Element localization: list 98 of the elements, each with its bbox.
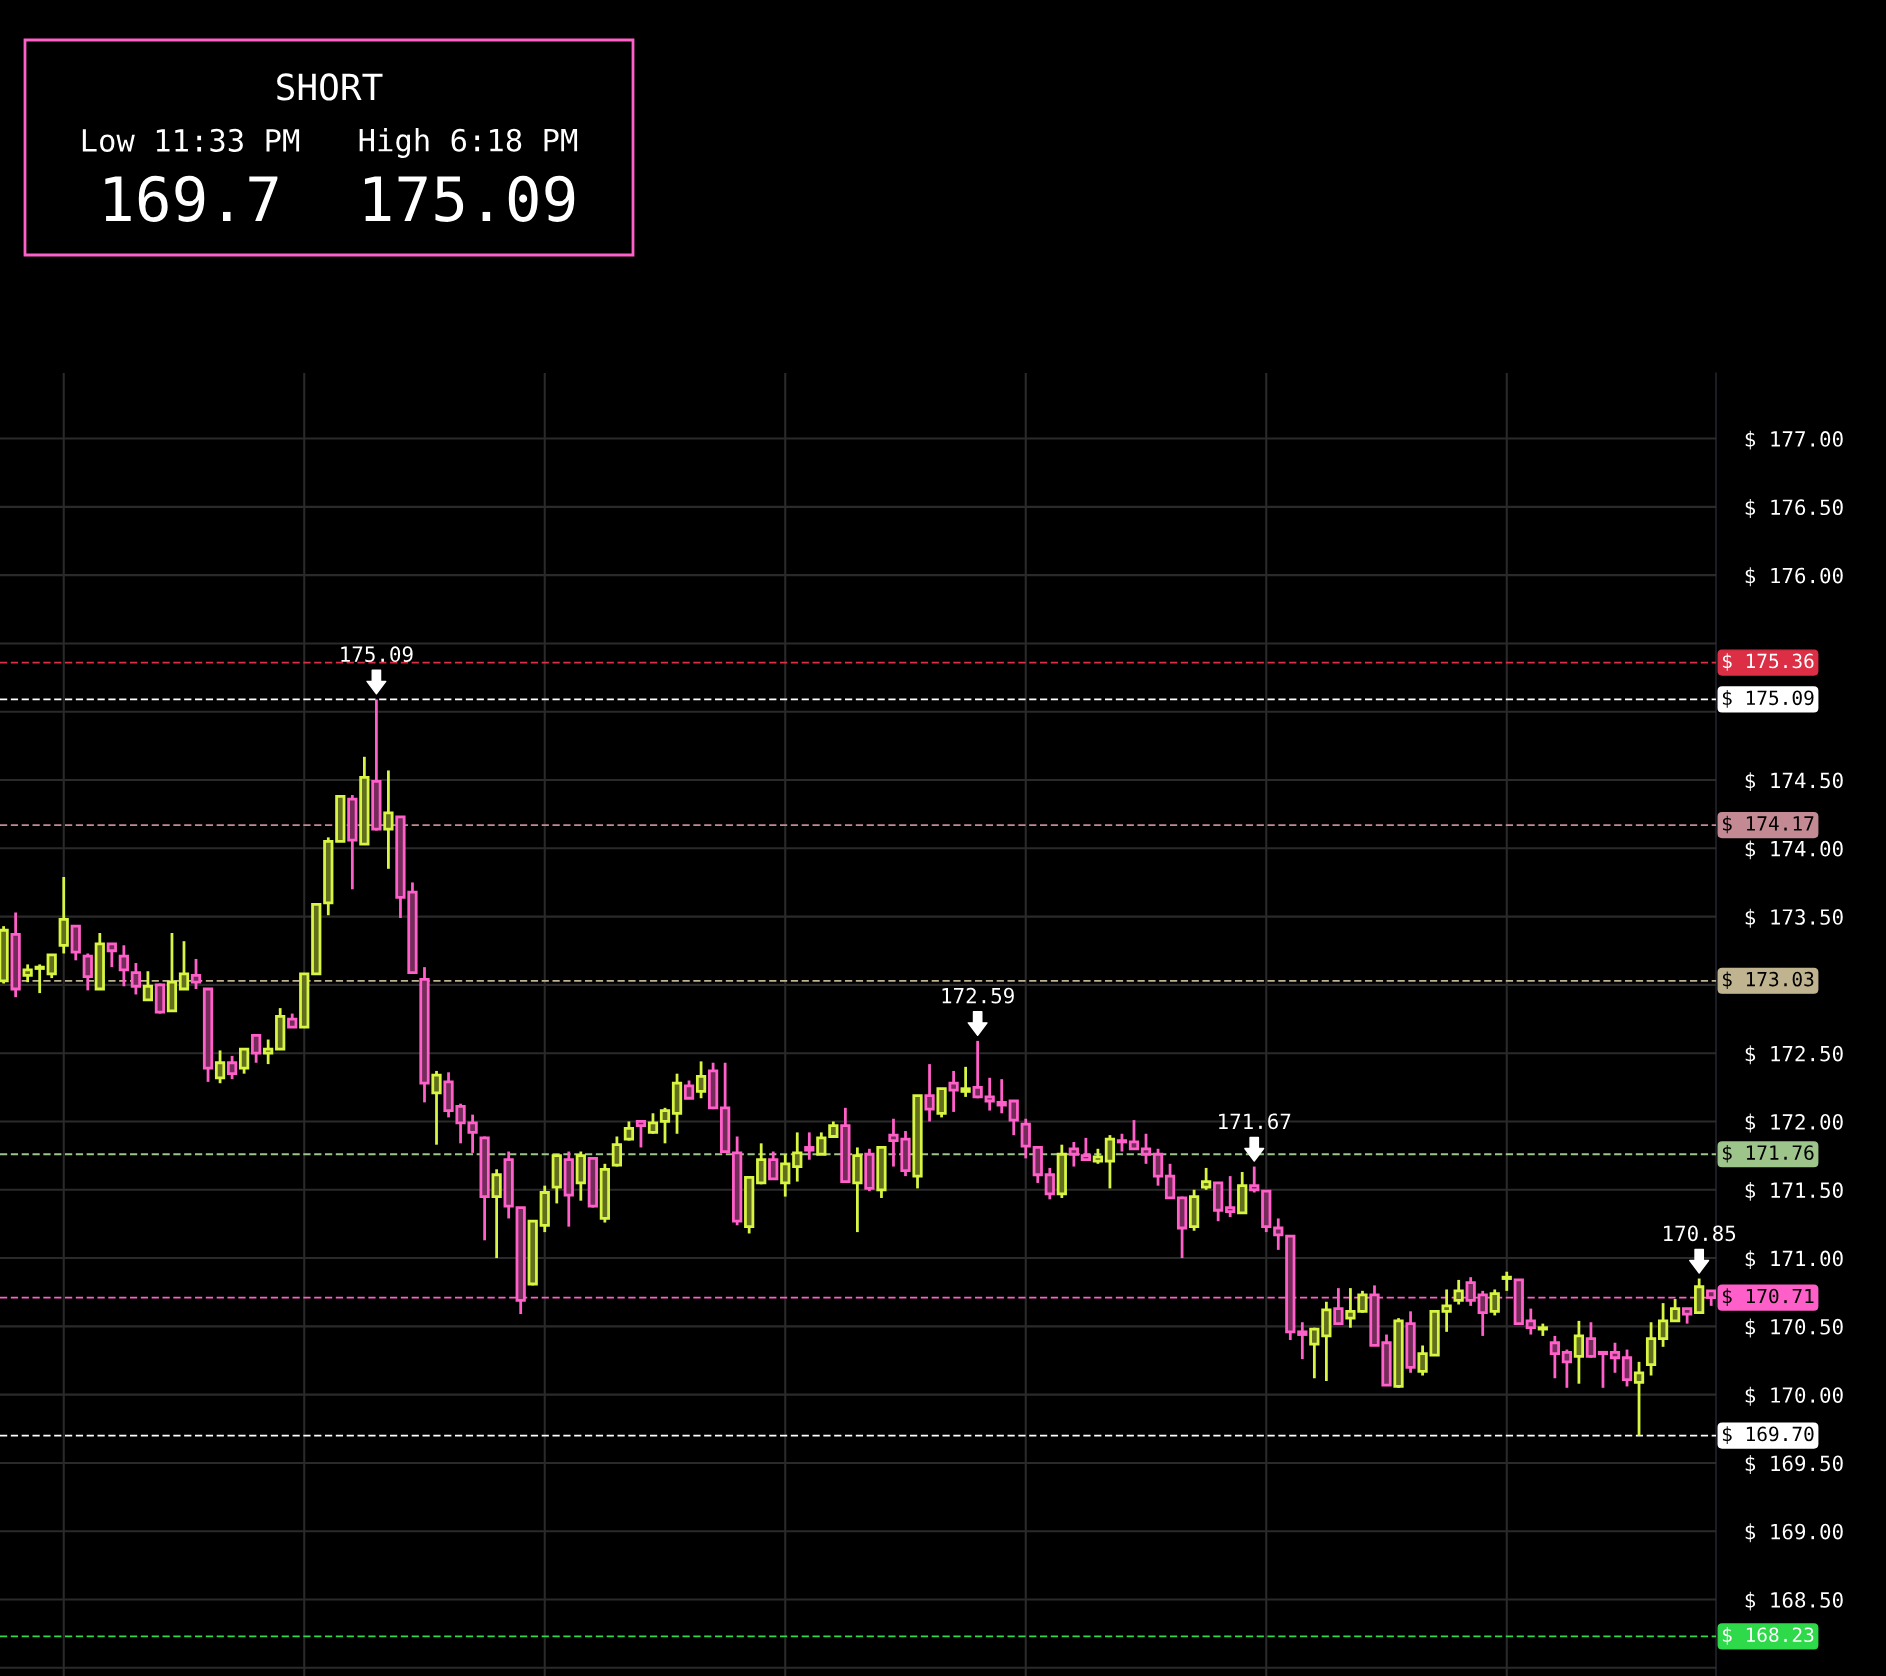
- candlestick: [792, 1131, 803, 1183]
- ref-line-label: $ 173.03: [1722, 971, 1814, 990]
- candlestick: [611, 1135, 623, 1168]
- candlestick: [383, 769, 394, 871]
- candlestick: [768, 1150, 779, 1181]
- candlestick: [34, 963, 45, 995]
- candlestick: [647, 1111, 659, 1136]
- candlestick: [1068, 1140, 1079, 1168]
- candlestick: [1597, 1350, 1609, 1390]
- ref-line-label: $ 168.23: [1722, 1627, 1814, 1645]
- candlestick: [431, 1069, 442, 1147]
- candlestick: [118, 943, 129, 988]
- annotation: 171.67: [1219, 1113, 1291, 1130]
- y-tick-label: $ 176.00: [1745, 567, 1843, 587]
- candlestick: [1273, 1217, 1284, 1252]
- candlestick: [1561, 1348, 1572, 1390]
- candlestick: [1670, 1297, 1681, 1323]
- candlestick: [924, 1062, 935, 1123]
- candlestick: [996, 1077, 1007, 1115]
- y-tick-label: $ 174.00: [1745, 840, 1843, 860]
- candlestick: [804, 1131, 815, 1162]
- y-tick-label: $ 172.00: [1745, 1113, 1843, 1133]
- candlestick: [1201, 1166, 1212, 1192]
- candlestick: [82, 952, 93, 992]
- candlestick: [1008, 1099, 1019, 1137]
- candlestick: [251, 1032, 262, 1065]
- text: High 6:18 PM: [359, 128, 578, 158]
- ref-line-label: $ 169.70: [1722, 1426, 1814, 1444]
- ref-line-label: $ 170.71: [1722, 1288, 1814, 1306]
- y-tick-label: $ 171.00: [1745, 1250, 1843, 1270]
- candlestick: [1080, 1136, 1091, 1162]
- candlestick: [1309, 1326, 1320, 1380]
- candlestick: [1621, 1348, 1633, 1388]
- candlestick: [659, 1106, 671, 1145]
- candlestick: [984, 1076, 995, 1112]
- candlestick: [142, 969, 154, 1002]
- text: 175.09: [364, 175, 575, 222]
- annotation: 175.09: [341, 646, 413, 663]
- candlestick: [1501, 1270, 1512, 1293]
- y-tick-label: $ 171.50: [1745, 1181, 1843, 1201]
- candlestick: [1128, 1118, 1140, 1151]
- ref-line-label: $ 174.17: [1722, 815, 1814, 834]
- y-tick-label: $ 174.50: [1745, 772, 1843, 792]
- candlestick: [635, 1120, 647, 1149]
- ref-line-label: $ 175.09: [1722, 690, 1814, 708]
- candlestick: [1020, 1117, 1031, 1160]
- candlestick: [948, 1069, 959, 1114]
- candlestick: [1549, 1334, 1560, 1380]
- candlestick: [972, 1039, 983, 1100]
- candlestick: [1140, 1132, 1152, 1166]
- candlestick: [226, 1054, 238, 1081]
- candlestick: [106, 942, 117, 969]
- candlestick: [491, 1167, 502, 1260]
- candlestick: [1489, 1288, 1500, 1317]
- y-tick-label: $ 172.50: [1745, 1045, 1843, 1065]
- candlestick: [238, 1047, 250, 1076]
- candlestick: [1525, 1307, 1536, 1336]
- y-tick-label: $ 169.00: [1745, 1523, 1843, 1543]
- y-tick-label: $ 170.00: [1745, 1386, 1843, 1406]
- candlestick: [263, 1038, 274, 1066]
- candlestick: [1044, 1166, 1055, 1201]
- candlestick: [130, 961, 141, 996]
- candlestick: [960, 1065, 971, 1099]
- candlestick: [1297, 1320, 1308, 1361]
- candlestick: [46, 953, 57, 980]
- candlestick: [1152, 1147, 1164, 1188]
- candlestick: [1164, 1162, 1176, 1200]
- y-tick-label: $ 177.00: [1745, 430, 1843, 450]
- candlestick: [623, 1120, 635, 1142]
- candlestick: [1633, 1360, 1645, 1437]
- candlestick: [1249, 1165, 1260, 1194]
- y-tick-label: $ 170.50: [1745, 1318, 1843, 1338]
- y-tick-label: $ 168.50: [1745, 1591, 1843, 1611]
- candlestick: [214, 1049, 226, 1085]
- candlestick: [1441, 1288, 1452, 1334]
- annotation: 172.59: [942, 987, 1014, 1004]
- candlestick: [178, 939, 190, 991]
- annotation: 170.85: [1664, 1225, 1736, 1242]
- candlestick: [1657, 1301, 1669, 1349]
- candlestick: [1573, 1319, 1585, 1386]
- y-tick-label: $ 176.50: [1745, 498, 1843, 518]
- y-tick-label: $ 169.50: [1745, 1455, 1843, 1474]
- candlestick: [190, 957, 202, 991]
- candlestick: [1104, 1133, 1116, 1190]
- chart-title: SHORT: [277, 73, 383, 101]
- candlestick: [1225, 1174, 1236, 1219]
- candlestick: [1609, 1341, 1621, 1375]
- ref-line-label: $ 175.36: [1722, 653, 1814, 671]
- ref-line-label: $ 171.76: [1722, 1144, 1814, 1163]
- candlestick: [780, 1152, 791, 1198]
- candlestick: [695, 1059, 707, 1100]
- candlestick: [756, 1141, 767, 1186]
- candlestick: [1585, 1320, 1597, 1360]
- candlestick: [816, 1131, 827, 1156]
- text: Low 11:33 PM: [82, 128, 300, 152]
- candlestick: [1453, 1278, 1464, 1306]
- text: 169.7: [105, 175, 278, 222]
- y-tick-label: $ 173.50: [1745, 908, 1843, 928]
